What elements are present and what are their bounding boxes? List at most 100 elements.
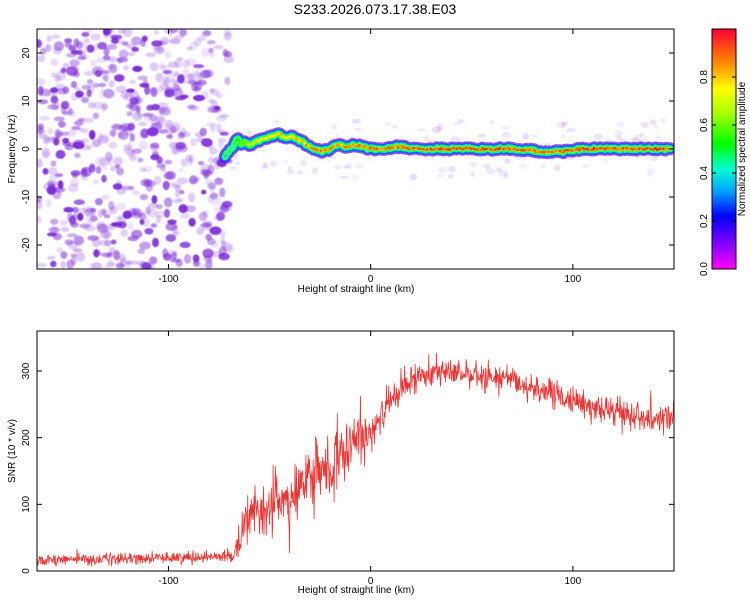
noise-blob	[167, 181, 177, 186]
noise-blob	[270, 160, 278, 167]
noise-blob	[117, 132, 125, 138]
noise-blob	[165, 234, 177, 242]
noise-blob	[130, 212, 142, 219]
noise-blob	[260, 163, 270, 170]
noise-blob	[81, 96, 89, 104]
noise-blob	[485, 168, 496, 175]
noise-blob	[37, 55, 46, 63]
noise-blob	[76, 252, 86, 262]
noise-blob	[151, 40, 163, 47]
noise-blob	[235, 161, 240, 165]
spectrogram-x-axis-label: Height of straight line (km)	[298, 284, 415, 295]
noise-blob	[138, 121, 147, 127]
noise-blob	[127, 100, 136, 110]
noise-blob	[134, 95, 142, 106]
noise-blob	[89, 262, 95, 269]
noise-blob	[72, 213, 79, 220]
noise-blob	[655, 135, 662, 140]
colorbar-frame	[711, 28, 737, 270]
noise-blob	[149, 62, 159, 72]
noise-blob	[88, 164, 95, 169]
noise-blob	[122, 29, 133, 38]
noise-blob	[92, 66, 104, 76]
noise-blob	[154, 175, 162, 185]
noise-blob	[159, 167, 166, 173]
spectrogram-x-tick-label: -100	[158, 274, 178, 285]
noise-blob	[647, 167, 655, 174]
noise-blob	[62, 141, 72, 147]
spectrogram-x-tick-label: 0	[368, 274, 374, 285]
chart-title: S233.2026.073.17.38.E03	[294, 1, 457, 17]
snr-y-tick-label: 200	[21, 429, 32, 446]
spectrogram-y-tick-label: 0	[21, 146, 32, 152]
noise-blob	[498, 170, 507, 177]
noise-blob	[198, 160, 205, 166]
noise-blob	[162, 180, 170, 191]
noise-blob	[162, 248, 168, 258]
noise-blob	[48, 183, 56, 189]
noise-blob	[645, 156, 652, 160]
noise-blob	[75, 90, 84, 98]
noise-blob	[67, 129, 77, 137]
noise-blob	[87, 219, 94, 226]
noise-blob	[194, 176, 201, 182]
noise-blob	[139, 241, 151, 250]
noise-blob	[224, 51, 233, 58]
spectrogram-y-axis-label: Frequency (Hz)	[7, 115, 18, 184]
noise-blob	[173, 35, 185, 40]
noise-blob	[92, 101, 104, 110]
noise-blob	[193, 260, 200, 267]
noise-blob	[76, 207, 87, 214]
noise-blob	[224, 76, 231, 86]
snr-series	[37, 352, 674, 567]
noise-blob	[73, 235, 85, 246]
noise-blob	[503, 173, 509, 179]
noise-blob	[60, 261, 66, 269]
noise-blob	[160, 81, 168, 91]
noise-blob	[111, 37, 123, 45]
noise-blob	[137, 248, 145, 255]
noise-blob	[219, 131, 229, 136]
noise-blob	[206, 40, 216, 45]
noise-blob	[144, 228, 154, 235]
noise-blob	[138, 261, 147, 269]
noise-blob	[53, 116, 65, 122]
noise-blob	[51, 224, 58, 233]
noise-blob	[37, 99, 49, 105]
noise-blob	[223, 55, 235, 64]
noise-blob	[179, 94, 189, 99]
spectrogram-y-tick-label: -20	[21, 237, 32, 252]
noise-blob	[196, 136, 205, 143]
noise-blob	[477, 133, 487, 138]
noise-blob	[103, 29, 113, 35]
noise-blob	[495, 167, 503, 173]
noise-blob	[142, 112, 154, 117]
noise-blob	[345, 161, 353, 168]
noise-blob	[115, 202, 127, 211]
noise-blob	[50, 160, 57, 167]
noise-blob	[121, 41, 129, 46]
noise-blob	[122, 210, 133, 219]
noise-blob	[147, 104, 157, 109]
noise-blob	[177, 132, 186, 140]
noise-blob	[83, 71, 95, 76]
noise-blob	[115, 215, 123, 222]
noise-blob	[197, 72, 203, 83]
noise-blob	[131, 36, 143, 46]
noise-blob	[470, 161, 478, 168]
noise-blob	[171, 147, 179, 155]
noise-blob	[180, 212, 190, 219]
noise-blob	[531, 134, 539, 138]
noise-blob	[216, 211, 226, 221]
noise-blob	[155, 114, 164, 124]
noise-blob	[501, 131, 511, 139]
noise-blob	[69, 59, 80, 67]
noise-blob	[172, 73, 185, 78]
noise-blob	[561, 121, 569, 125]
noise-blob	[157, 129, 168, 134]
noise-blob	[116, 167, 124, 176]
colorbar-tick-label: 0.8	[699, 70, 710, 84]
noise-blob	[504, 158, 511, 164]
noise-blob	[53, 41, 65, 51]
